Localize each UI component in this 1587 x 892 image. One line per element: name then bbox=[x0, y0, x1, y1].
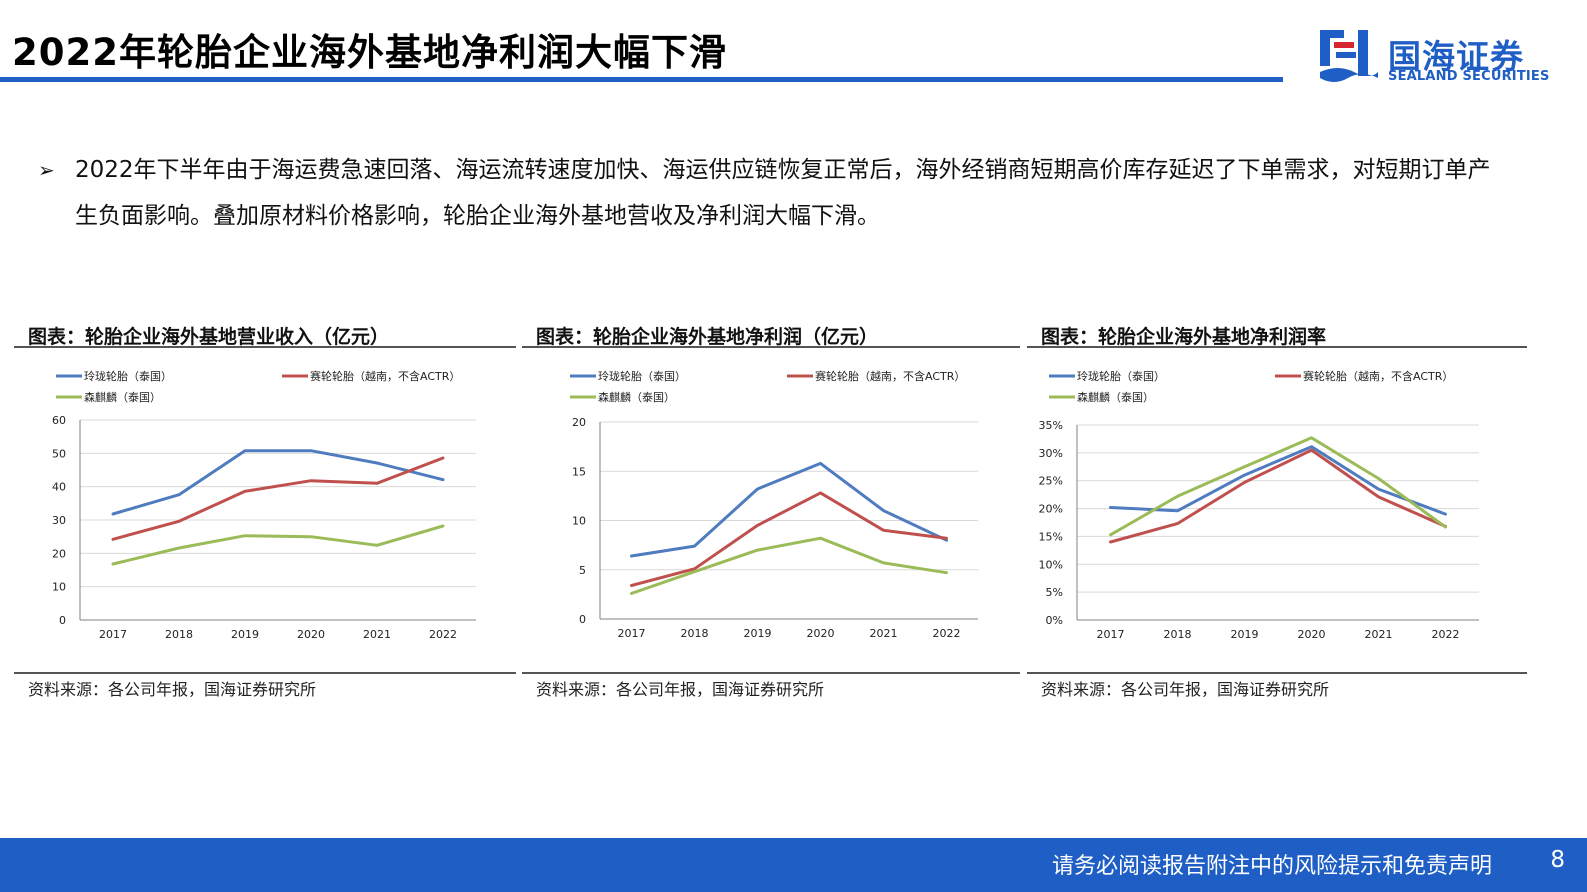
series-line-1 bbox=[630, 461, 948, 558]
legend-label: 玲珑轮胎（泰国） bbox=[598, 369, 686, 383]
y-tick-label: 20 bbox=[52, 547, 66, 560]
x-tick-label: 2018 bbox=[1164, 628, 1192, 641]
x-tick-label: 2022 bbox=[933, 627, 961, 640]
series-line-3 bbox=[630, 536, 948, 595]
chart-source: 资料来源：各公司年报，国海证券研究所 bbox=[1041, 680, 1330, 699]
net-profit-line-chart: 0 5 10 15 20 2017 2018 2019 2020 2021 2022 玲珑轮胎（泰国）… bbox=[570, 369, 978, 640]
y-tick-label: 15 bbox=[572, 465, 586, 478]
legend-label: 森麒麟（泰国） bbox=[84, 390, 161, 404]
series-line-3 bbox=[1109, 436, 1447, 537]
chart-title: 图表：轮胎企业海外基地净利润（亿元） bbox=[536, 326, 879, 348]
x-tick-label: 2018 bbox=[681, 627, 709, 640]
summary-bullet: ➢ 2022年下半年由于海运费急速回落、海运流转速度加快、海运供应链恢复正常后，… bbox=[38, 147, 1508, 239]
y-tick-label: 30 bbox=[52, 514, 66, 527]
arrow-bullet-icon: ➢ bbox=[38, 158, 55, 182]
y-tick-label: 5% bbox=[1046, 586, 1063, 599]
y-tick-label: 10 bbox=[52, 581, 66, 594]
title-underline bbox=[0, 77, 1283, 82]
legend-label: 赛轮轮胎（越南，不含ACTR） bbox=[815, 369, 965, 383]
summary-text: 2022年下半年由于海运费急速回落、海运流转速度加快、海运供应链恢复正常后，海外… bbox=[75, 157, 1491, 229]
legend-label: 玲珑轮胎（泰国） bbox=[84, 369, 172, 383]
series-line-2 bbox=[1109, 448, 1447, 544]
series-line-3 bbox=[111, 524, 445, 566]
series-line-2 bbox=[111, 456, 445, 541]
x-tick-label: 2017 bbox=[618, 627, 646, 640]
y-tick-label: 0 bbox=[579, 613, 586, 626]
x-tick-label: 2020 bbox=[807, 627, 835, 640]
x-tick-label: 2017 bbox=[1097, 628, 1125, 641]
panel-bottom-rule bbox=[1027, 672, 1527, 674]
y-tick-label: 20% bbox=[1039, 503, 1063, 516]
x-tick-label: 2017 bbox=[99, 628, 127, 641]
y-tick-label: 10% bbox=[1039, 558, 1063, 571]
chart-title: 图表：轮胎企业海外基地营业收入（亿元） bbox=[28, 326, 390, 348]
y-tick-label: 0% bbox=[1046, 614, 1063, 627]
logo-english-name: SEALAND SECURITIES bbox=[1388, 69, 1550, 84]
x-tick-label: 2020 bbox=[297, 628, 325, 641]
chart-panel-revenue: 图表：轮胎企业海外基地营业收入（亿元） 0 10 20 30 40 50 60 2017 201… bbox=[14, 318, 516, 713]
y-tick-label: 60 bbox=[52, 414, 66, 427]
panel-top-rule bbox=[1027, 346, 1527, 348]
chart-panel-net-margin: 图表：轮胎企业海外基地净利润率 0% 5% 10% 15% 20% 25% 30% 35% 20… bbox=[1027, 318, 1527, 713]
panel-bottom-rule bbox=[522, 672, 1020, 674]
legend-label: 玲珑轮胎（泰国） bbox=[1077, 369, 1165, 383]
net-margin-line-chart: 0% 5% 10% 15% 20% 25% 30% 35% 2017 2018 2019 2020 20… bbox=[1039, 369, 1479, 641]
logo-chinese-name: 国海证券 bbox=[1388, 37, 1524, 76]
y-tick-label: 40 bbox=[52, 481, 66, 494]
y-tick-label: 10 bbox=[572, 515, 586, 528]
panel-top-rule bbox=[522, 346, 1020, 348]
legend-label: 森麒麟（泰国） bbox=[1077, 390, 1154, 404]
chart-title: 图表：轮胎企业海外基地净利润率 bbox=[1041, 326, 1327, 348]
x-tick-label: 2019 bbox=[231, 628, 259, 641]
page-number: 8 bbox=[1550, 847, 1565, 873]
x-tick-label: 2021 bbox=[363, 628, 391, 641]
series-line-1 bbox=[111, 449, 445, 516]
x-tick-label: 2022 bbox=[1432, 628, 1460, 641]
chart-source: 资料来源：各公司年报，国海证券研究所 bbox=[536, 680, 825, 699]
y-tick-label: 20 bbox=[572, 416, 586, 429]
panel-bottom-rule bbox=[14, 672, 516, 674]
x-tick-label: 2018 bbox=[165, 628, 193, 641]
panel-top-rule bbox=[14, 346, 516, 348]
y-tick-label: 35% bbox=[1039, 419, 1063, 432]
series-line-2 bbox=[630, 491, 948, 587]
sealand-logo-icon bbox=[1320, 30, 1378, 82]
y-tick-label: 15% bbox=[1039, 530, 1063, 543]
footer-bar: 请务必阅读报告附注中的风险提示和免责声明 8 bbox=[0, 838, 1587, 892]
chart-source: 资料来源：各公司年报，国海证券研究所 bbox=[28, 680, 317, 699]
legend-label: 赛轮轮胎（越南，不含ACTR） bbox=[1303, 369, 1453, 383]
footer-disclaimer: 请务必阅读报告附注中的风险提示和免责声明 bbox=[1051, 854, 1492, 879]
x-tick-label: 2019 bbox=[744, 627, 772, 640]
y-tick-label: 5 bbox=[579, 564, 586, 577]
sealand-logo: 国海证券 SEALAND SECURITIES bbox=[1318, 24, 1549, 88]
x-tick-label: 2019 bbox=[1231, 628, 1259, 641]
x-tick-label: 2021 bbox=[870, 627, 898, 640]
chart-panel-net-profit: 图表：轮胎企业海外基地净利润（亿元） 0 5 10 15 20 2017 2018 2019 2… bbox=[522, 318, 1020, 713]
page-title: 2022年轮胎企业海外基地净利润大幅下滑 bbox=[12, 31, 727, 74]
x-tick-label: 2020 bbox=[1298, 628, 1326, 641]
y-tick-label: 0 bbox=[59, 614, 66, 627]
y-tick-label: 30% bbox=[1039, 447, 1063, 460]
series-line-1 bbox=[1109, 445, 1447, 516]
x-tick-label: 2022 bbox=[429, 628, 457, 641]
y-tick-label: 50 bbox=[52, 447, 66, 460]
revenue-line-chart: 0 10 20 30 40 50 60 2017 2018 2019 2020 2021 2022 玲珑轮… bbox=[52, 369, 476, 641]
legend-label: 森麒麟（泰国） bbox=[598, 390, 675, 404]
legend-label: 赛轮轮胎（越南，不含ACTR） bbox=[310, 369, 460, 383]
x-tick-label: 2021 bbox=[1365, 628, 1393, 641]
y-tick-label: 25% bbox=[1039, 475, 1063, 488]
